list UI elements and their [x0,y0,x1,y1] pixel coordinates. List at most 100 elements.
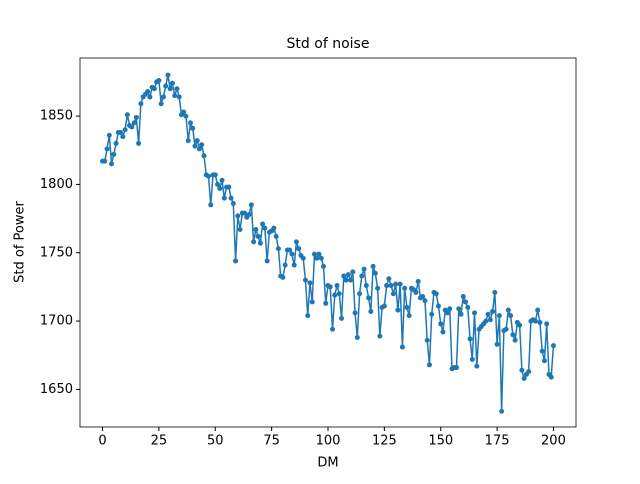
data-point [537,319,543,325]
x-tick-label: 75 [263,434,280,449]
data-point [469,356,475,362]
data-point [260,221,266,227]
y-tick-label: 1850 [40,109,73,124]
data-point [120,134,126,140]
data-point [494,341,500,347]
data-point [311,251,317,257]
data-point [517,322,523,328]
data-point [334,283,340,289]
data-point [510,332,516,338]
data-point [212,172,218,178]
data-point [388,283,394,289]
data-point [291,262,297,268]
data-point [503,326,509,332]
data-point [196,146,202,152]
data-point [375,285,381,291]
data-point [255,233,261,239]
data-point [233,258,239,264]
data-point [467,336,473,342]
data-point [550,343,556,349]
data-point [352,310,358,316]
data-point [158,101,164,107]
data-point [447,306,453,312]
x-tick-label: 100 [316,434,341,449]
data-point [424,337,430,343]
data-point [327,284,333,290]
data-point [102,158,108,164]
data-point [413,289,419,295]
data-point [422,298,428,304]
data-point [429,311,435,317]
data-point [257,240,263,246]
data-point [404,304,410,310]
data-point [438,321,444,327]
data-point [397,281,403,287]
x-tick-label: 175 [485,434,510,449]
data-point [420,293,426,299]
data-point [320,263,326,269]
data-point [314,255,320,261]
data-point [386,276,392,282]
data-point [544,321,550,327]
data-point [176,94,182,100]
data-point [521,375,527,381]
data-point [370,263,376,269]
data-point [185,138,191,144]
data-point [293,239,299,245]
data-point [111,151,117,157]
data-point [217,186,223,192]
data-point [532,318,538,324]
data-point [465,304,471,310]
data-point [165,72,171,78]
x-tick-label: 150 [428,434,453,449]
data-point [199,142,205,148]
data-point [138,101,144,107]
data-point [309,299,315,305]
data-point [350,269,356,275]
data-point [415,278,421,284]
data-point [377,333,383,339]
data-point [399,344,405,350]
data-point [323,300,329,306]
data-point [345,272,351,278]
data-point [318,255,324,261]
data-point [122,127,128,133]
data-point [368,309,374,315]
data-point [316,251,322,257]
x-axis-label: DM [317,456,338,471]
data-point [300,255,306,261]
data-point [456,306,462,312]
y-axis-label: Std of Power [13,200,28,282]
data-point [332,292,338,298]
data-point [219,177,225,183]
data-point [273,233,279,239]
data-point [109,161,115,167]
data-point [145,88,151,94]
data-point [505,307,511,313]
data-point [390,291,396,297]
data-point [357,291,363,297]
data-point [463,299,469,305]
data-point [519,367,525,373]
data-point [287,247,293,253]
data-point [384,283,390,289]
data-point [472,310,478,316]
data-point [454,365,460,371]
data-point [512,337,518,343]
data-point [359,273,365,279]
data-point [458,311,464,317]
data-point [181,109,187,115]
data-point [194,138,200,144]
data-point [474,363,480,369]
chart-title: Std of noise [287,36,370,52]
data-point [167,86,173,92]
data-point [228,195,234,201]
data-point [118,129,124,135]
data-point [341,273,347,279]
data-point [440,329,446,335]
data-point [169,80,175,86]
data-point [363,283,369,289]
y-tick-label: 1750 [40,245,73,260]
data-point [131,120,137,126]
